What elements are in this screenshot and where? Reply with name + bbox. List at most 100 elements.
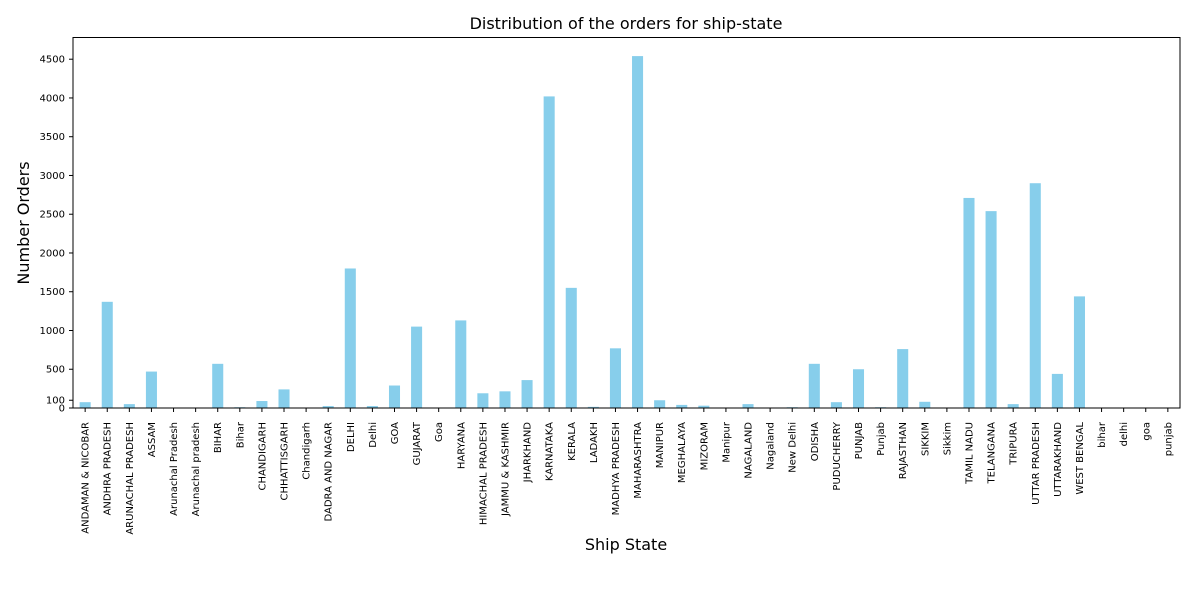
x-axis-label: Ship State <box>585 535 667 554</box>
x-tick-label: goa <box>1141 422 1152 441</box>
x-tick-label: PUDUCHERRY <box>832 421 843 490</box>
bar <box>963 197 975 408</box>
bar <box>388 385 401 408</box>
bar <box>808 363 820 408</box>
x-tick-label: ASSAM <box>147 422 158 457</box>
bar <box>366 406 378 408</box>
y-tick-label: 3000 <box>40 171 65 182</box>
bar <box>897 349 909 408</box>
bar <box>852 369 865 408</box>
bar <box>830 402 842 408</box>
bar <box>654 400 666 408</box>
bars-group <box>79 56 1174 408</box>
bar <box>145 371 157 408</box>
x-tick-label: New Delhi <box>788 422 799 473</box>
x-tick-label: MADHYA PRADESH <box>611 422 622 515</box>
y-tick-label: 0 <box>59 404 65 415</box>
bar <box>565 287 577 408</box>
x-tick-label: Bihar <box>235 421 246 448</box>
x-tick-label: CHANDIGARH <box>257 422 268 491</box>
x-tick-label: TRIPURA <box>1009 422 1020 466</box>
x-tick-label: Nagaland <box>766 422 777 470</box>
x-tick-label: Delhi <box>368 422 379 448</box>
x-tick-label: ANDHRA PRADESH <box>103 422 114 515</box>
x-tick-label: NAGALAND <box>744 422 755 479</box>
x-tick-label: GUJARAT <box>412 421 423 465</box>
bar <box>609 348 621 408</box>
x-tick-label: Sikkim <box>942 422 953 455</box>
x-tick-label: KARNATAKA <box>545 422 556 481</box>
x-tick-label: ANDAMAN & NICOBAR <box>81 422 92 534</box>
x-tick-label: BIHAR <box>213 422 224 453</box>
bar <box>1073 296 1085 408</box>
bar <box>742 404 754 408</box>
x-tick-label: DELHI <box>346 422 357 452</box>
bar <box>322 406 334 408</box>
y-tick-label: 1500 <box>40 287 65 298</box>
y-tick-label: 3500 <box>40 132 65 143</box>
y-tick-label: 500 <box>46 365 65 376</box>
chart-title: Distribution of the orders for ship-stat… <box>470 14 783 33</box>
bar <box>212 363 224 408</box>
x-tick-label: LADAKH <box>589 422 600 463</box>
bar <box>1029 183 1041 408</box>
y-tick-label: 1000 <box>40 326 65 337</box>
y-tick-label: 100 <box>46 396 65 407</box>
y-tick-label: 2000 <box>40 248 65 259</box>
bar <box>543 96 555 408</box>
x-axis-ticks: ANDAMAN & NICOBAR ANDHRA PRADESH ARUNACHAL… <box>81 408 1174 535</box>
y-tick-label: 4000 <box>40 93 65 104</box>
bar <box>499 391 511 408</box>
bar <box>698 405 710 408</box>
bar <box>632 56 644 408</box>
bar <box>521 380 533 408</box>
x-tick-label: UTTAR PRADESH <box>1031 422 1042 505</box>
x-tick-label: Arunachal Pradesh <box>169 422 180 516</box>
y-tick-label: 4500 <box>40 55 65 66</box>
x-tick-label: PUNJAB <box>854 422 865 459</box>
bar <box>587 406 599 408</box>
x-tick-label: WEST BENGAL <box>1075 422 1086 495</box>
bar <box>477 393 489 408</box>
bar <box>1051 373 1063 408</box>
y-tick-label: 2500 <box>40 210 65 221</box>
bar <box>123 404 135 408</box>
x-tick-label: HIMACHAL PRADESH <box>478 422 489 525</box>
bar <box>676 404 688 408</box>
x-tick-label: punjab <box>1163 422 1174 456</box>
x-tick-label: Manipur <box>721 421 732 463</box>
x-tick-label: CHHATTISGARH <box>280 422 291 500</box>
bar <box>455 320 467 408</box>
x-tick-label: Goa <box>434 422 445 442</box>
bar <box>256 401 268 408</box>
x-tick-label: ODISHA <box>810 422 821 461</box>
x-tick-label: Arunachal pradesh <box>191 422 202 516</box>
x-tick-label: MEGHALAYA <box>677 422 688 483</box>
x-tick-label: bihar <box>1097 421 1108 448</box>
x-tick-label: Chandigarh <box>302 422 313 480</box>
x-tick-label: TAMIL NADU <box>964 422 975 485</box>
plot-frame <box>72 37 1181 409</box>
bar <box>1007 404 1019 408</box>
y-axis-label: Number Orders <box>14 161 33 284</box>
x-tick-label: ARUNACHAL PRADESH <box>125 422 136 535</box>
bar <box>344 268 356 408</box>
x-tick-label: RAJASTHAN <box>898 422 909 479</box>
bar <box>278 389 290 408</box>
x-tick-label: KERALA <box>567 422 578 461</box>
x-tick-label: HARYANA <box>456 422 467 469</box>
x-tick-label: MANIPUR <box>655 422 666 468</box>
x-tick-label: JHARKHAND <box>523 422 534 484</box>
x-tick-label: SIKKIM <box>920 422 931 456</box>
bar <box>985 211 997 408</box>
x-tick-label: TELANGANA <box>987 422 998 485</box>
x-tick-label: UTTARAKHAND <box>1053 422 1064 497</box>
x-tick-label: delhi <box>1119 422 1130 446</box>
x-tick-label: Punjab <box>876 422 887 456</box>
x-tick-label: GOA <box>390 422 401 444</box>
x-tick-label: MIZORAM <box>699 422 710 470</box>
bar <box>79 402 91 408</box>
x-tick-label: DADRA AND NAGAR <box>324 422 335 522</box>
